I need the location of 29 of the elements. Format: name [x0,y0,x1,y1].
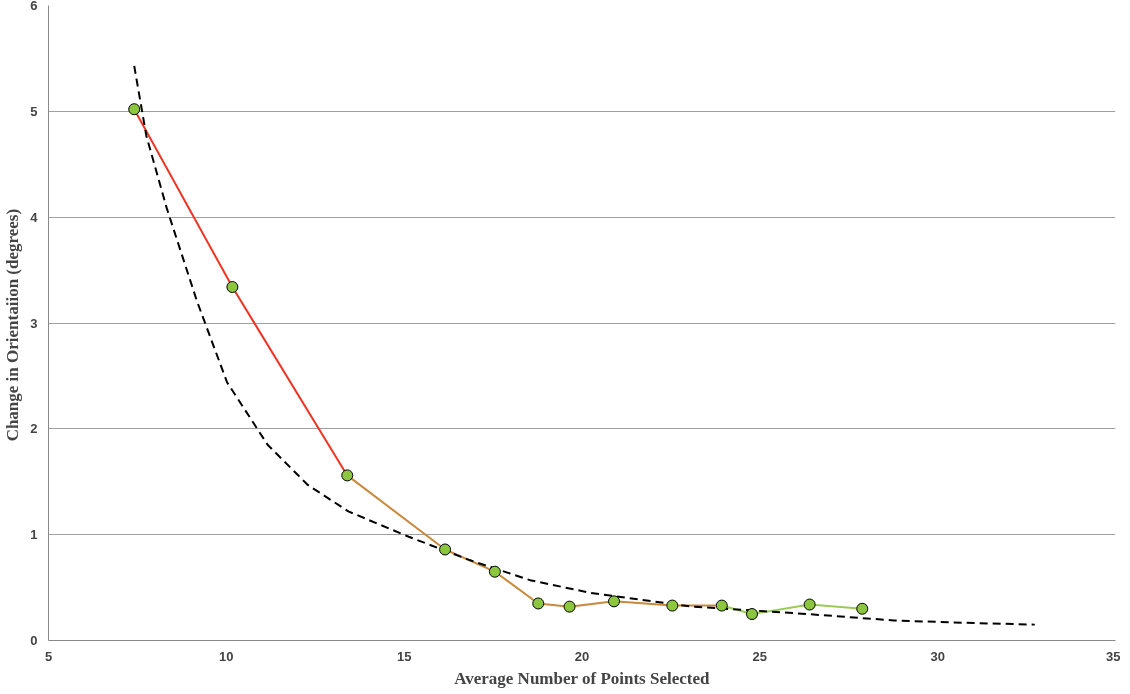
point [666,599,679,612]
point [608,595,621,608]
y-tick-label: 6 [30,0,38,13]
x-tick-label: 30 [930,648,945,664]
x-axis-title: Average Number of Points Selected [454,668,711,688]
point [341,469,354,482]
x-tick-label: 15 [396,648,412,664]
x-tick-label: 10 [219,648,234,664]
point [856,602,869,615]
point [746,608,759,621]
x-tick-label: 25 [752,648,768,664]
y-tick-label: 0 [30,633,38,648]
x-tick-label: 35 [1106,648,1121,664]
point [128,103,141,116]
x-tick-label: 20 [574,648,590,664]
y-tick-label: 5 [30,103,38,119]
y-tick-label: 2 [30,421,38,437]
y-axis-title: Change in Orientaiion (degrees) [3,208,23,442]
point [488,565,501,578]
point [532,597,545,610]
y-tick-label: 3 [30,315,38,331]
point [803,598,816,611]
y-tick-label: 4 [30,209,39,225]
point [715,599,728,612]
point [226,281,239,294]
x-tick-label: 5 [44,648,53,664]
point [439,543,452,556]
point [563,600,576,613]
y-tick-label: 1 [30,527,38,543]
